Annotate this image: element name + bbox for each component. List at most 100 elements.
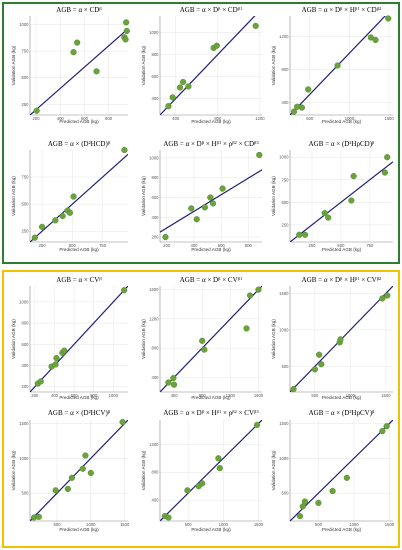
data-point	[334, 62, 341, 69]
data-point	[199, 480, 206, 487]
y-axis-label: Validation AGB (kg)	[11, 450, 16, 490]
data-point	[379, 428, 386, 435]
plot-area	[290, 150, 393, 242]
data-point	[64, 485, 71, 493]
data-point	[343, 474, 350, 481]
data-point	[68, 474, 76, 481]
data-point	[243, 325, 250, 332]
y-tick-label: 1000	[279, 155, 289, 160]
x-tick-label: 500	[54, 522, 62, 527]
x-axis-label: Predicted AGB (kg)	[191, 119, 231, 124]
x-tick-label: 400	[57, 116, 65, 121]
data-point	[315, 499, 322, 506]
y-axis-label: Validation AGB (kg)	[271, 450, 276, 490]
y-tick-label: 1500	[279, 291, 289, 296]
y-tick-label: 1500	[19, 421, 29, 426]
fit-line	[160, 286, 262, 392]
scatter-panel-7: 200 400 600 800 1000 200 400 600 800 1000 AGB = α …	[11, 276, 128, 400]
data-point	[207, 194, 214, 201]
x-axis-label: Predicted AGB (kg)	[322, 247, 362, 252]
x-axis-label: Predicted AGB (kg)	[191, 247, 231, 252]
y-tick-label: 500	[282, 200, 290, 205]
data-point	[119, 418, 126, 426]
data-point	[87, 469, 94, 477]
x-tick-label: 1200	[226, 393, 236, 398]
x-tick-label: 1000	[86, 522, 96, 527]
fit-line	[30, 28, 128, 115]
panel-title: AGB = α × (D²HCV)β	[48, 409, 111, 418]
plot-area	[30, 16, 128, 115]
y-tick-label: 800	[152, 175, 160, 180]
data-point	[385, 15, 392, 22]
data-point	[53, 354, 60, 362]
data-point	[383, 423, 390, 430]
green-frame	[2, 2, 400, 264]
data-point	[79, 465, 86, 472]
y-tick-label: 400	[282, 100, 290, 105]
plot-area	[160, 16, 262, 115]
scatter-panel-5: 200 400 600 800 200 400 600 800 1000 AGB = α × Dβ…	[141, 140, 263, 252]
data-point	[201, 204, 208, 211]
data-point	[318, 361, 325, 368]
fit-line	[160, 169, 262, 233]
fit-line	[160, 420, 262, 521]
data-point	[188, 205, 195, 212]
y-tick-label: 1200	[149, 442, 159, 447]
y-axis-label: Validation AGB (kg)	[141, 450, 146, 490]
x-tick-label: 600	[71, 393, 79, 398]
data-point	[213, 42, 220, 49]
x-tick-label: 600	[81, 116, 89, 121]
data-point	[381, 169, 388, 176]
y-tick-label: 800	[152, 346, 160, 351]
scatter-panel-3: 500 1000 1500 400 800 1200 AGB = α × Dβ × Hβ1 …	[271, 6, 394, 125]
y-tick-label: 400	[152, 375, 160, 380]
data-point	[31, 234, 38, 241]
fit-line	[290, 420, 393, 521]
data-point	[122, 36, 129, 43]
fit-line	[30, 286, 128, 392]
fit-line	[290, 161, 393, 242]
data-point	[296, 513, 304, 520]
scatter-panel-11: 500 1000 1500 400 800 1200 AGB = α × Dβ × Hβ1 …	[141, 409, 264, 533]
y-tick-label: 1500	[279, 421, 289, 426]
y-tick-label: 800	[152, 470, 160, 475]
x-tick-label: 1500	[381, 393, 391, 398]
data-point	[123, 27, 130, 35]
data-point	[290, 385, 297, 393]
data-point	[38, 223, 46, 230]
y-tick-label: 1000	[19, 456, 29, 461]
y-axis-label: Validation AGB (kg)	[11, 45, 16, 85]
scatter-panel-10: 500 1000 1500 500 1000 1500 AGB = α × (D²HCV)β…	[11, 409, 130, 533]
data-point	[311, 366, 318, 373]
data-point	[305, 86, 312, 93]
y-tick-label: 200	[22, 384, 30, 389]
x-tick-label: 1000	[346, 393, 356, 398]
data-point	[185, 83, 192, 90]
x-tick-label: 1500	[384, 116, 394, 121]
data-point	[246, 292, 254, 299]
x-tick-label: 500	[315, 522, 323, 527]
data-point	[35, 513, 42, 520]
data-point	[169, 94, 176, 101]
y-tick-label: 500	[22, 202, 30, 207]
y-tick-label: 250	[282, 222, 290, 227]
panel-title: AGB = α × Dβ × Hβ1 × ρβ2 × CVβ3	[163, 409, 259, 418]
x-tick-label: 600	[218, 243, 226, 248]
y-tick-label: 400	[152, 215, 160, 220]
x-tick-label: 750	[366, 243, 374, 248]
y-tick-label: 750	[22, 175, 30, 180]
y-axis-label: Validation AGB (kg)	[271, 319, 276, 359]
data-point	[384, 154, 391, 161]
panel-title: AGB = α × CDβ	[56, 6, 102, 15]
data-point	[325, 214, 332, 221]
scatter-panel-8: 400 800 1200 1600 400 800 1200 1600 AGB = α × Dβ…	[141, 276, 264, 401]
data-point	[52, 217, 59, 224]
y-tick-label: 600	[152, 195, 160, 200]
y-tick-label: 500	[282, 491, 290, 496]
y-tick-label: 400	[152, 96, 160, 101]
x-tick-label: 500	[311, 393, 319, 398]
data-point	[348, 197, 355, 204]
x-tick-label: 400	[191, 243, 199, 248]
x-tick-label: 500	[337, 243, 345, 248]
panel-title: AGB = α × Dβ × CVβ1	[180, 276, 243, 285]
